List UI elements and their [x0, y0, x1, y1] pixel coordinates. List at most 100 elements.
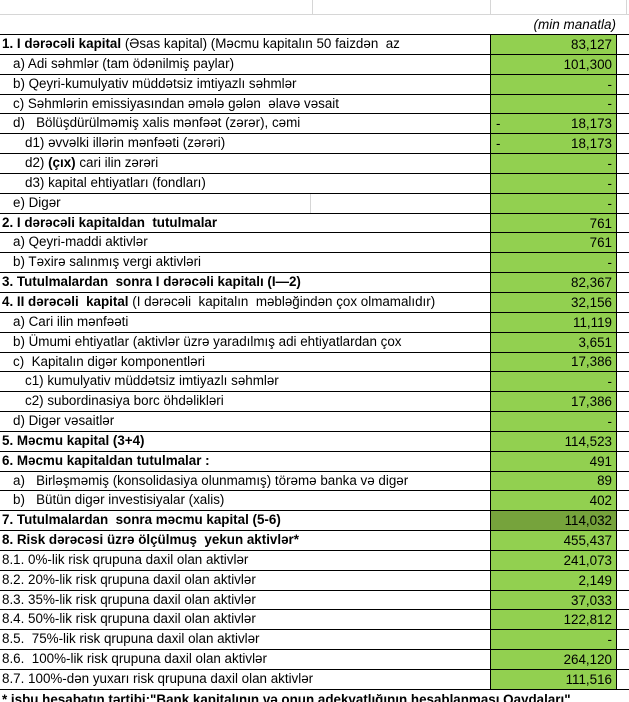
row-value-text: 17,386: [571, 394, 612, 410]
row-label-cell[interactable]: e) Digər: [0, 194, 490, 213]
row-value-cell[interactable]: -: [490, 154, 617, 173]
row-value-text: 122,812: [563, 612, 612, 628]
row-label-cell[interactable]: a) Qeyri-maddi aktivlər: [0, 233, 490, 252]
row-value-cell[interactable]: -: [490, 74, 617, 94]
row-label-cell[interactable]: d1) əvvəlki illərin mənfəəti (zərəri): [0, 134, 490, 153]
row-label-cell[interactable]: 8.3. 35%-lik risk qrupuna daxil olan akt…: [0, 591, 490, 610]
row-label-cell[interactable]: c) Kapitalın digər komponentləri: [0, 353, 490, 372]
row-value-cell[interactable]: - 18,173: [490, 114, 617, 134]
row-label-cell[interactable]: 8.7. 100%-dən yuxarı risk qrupuna daxil …: [0, 670, 490, 689]
row-label-text: d) Digər vəsaitlər: [13, 413, 115, 429]
right-margin: [617, 55, 629, 74]
row-value-cell[interactable]: 455,437: [490, 531, 617, 550]
row-value-cell[interactable]: 11,119: [490, 312, 617, 332]
row-value-cell[interactable]: 17,386: [490, 392, 617, 412]
row-label-text: 7. Tutulmalardan sonra məcmu kapital (5-…: [2, 512, 281, 528]
table-row: 8.2. 20%-lik risk qrupuna daxil olan akt…: [0, 570, 629, 591]
row-label-cell[interactable]: 6. Məcmu kapitaldan tutulmalar :: [0, 452, 490, 471]
row-value-cell[interactable]: -: [490, 253, 617, 273]
row-value-text: -: [607, 175, 612, 191]
table-row: d1) əvvəlki illərin mənfəəti (zərəri) - 18…: [0, 134, 629, 155]
row-label-cell[interactable]: d2) (çıx) cari ilin zərəri: [0, 154, 490, 173]
row-label-cell[interactable]: b) Bütün digər investisiyalar (xalis): [0, 491, 490, 510]
row-label-cell[interactable]: 8.1. 0%-lik risk qrupuna daxil olan akti…: [0, 551, 490, 570]
row-value-text: 241,073: [563, 552, 612, 568]
row-value-cell[interactable]: 32,156: [490, 292, 617, 312]
row-label-cell[interactable]: a) Birləşməmiş (konsolidasiya olunmamış)…: [0, 472, 490, 491]
row-value-cell[interactable]: 761: [490, 213, 617, 233]
row-label-cell[interactable]: 7. Tutulmalardan sonra məcmu kapital (5-…: [0, 511, 490, 530]
right-margin: [617, 531, 629, 550]
row-label-cell[interactable]: a) Adi səhmlər (tam ödənilmiş paylar): [0, 55, 490, 74]
row-value-text: 455,437: [563, 533, 612, 549]
row-label-cell[interactable]: b) Qeyri-kumulyativ müddətsiz imtiyazlı …: [0, 75, 490, 94]
spreadsheet-empty-row[interactable]: [0, 0, 629, 15]
row-value-cell[interactable]: 402: [490, 491, 617, 511]
row-value-cell[interactable]: 2,149: [490, 570, 617, 590]
row-value-text: 37,033: [571, 592, 612, 608]
row-label-cell[interactable]: c) Səhmlərin emissiyasından əmələ gələn …: [0, 95, 490, 114]
table-row: c) Kapitalın digər komponentləri 17,386: [0, 352, 629, 373]
row-label-text: 8.2. 20%-lik risk qrupuna daxil olan akt…: [2, 571, 256, 587]
row-value-cell[interactable]: 111,516: [490, 670, 617, 689]
row-label-text: 8. Risk dərəcəsi üzrə ölçülmuş yekun akt…: [2, 532, 299, 548]
row-label-cell[interactable]: 3. Tutulmalardan sonra I dərəcəli kapita…: [0, 273, 490, 292]
row-value-cell[interactable]: 114,523: [490, 431, 617, 451]
row-value-cell[interactable]: 89: [490, 471, 617, 491]
row-value-cell[interactable]: -: [490, 173, 617, 193]
row-value-cell[interactable]: 122,812: [490, 610, 617, 630]
table-row: b) Qeyri-kumulyativ müddətsiz imtiyazlı …: [0, 74, 629, 95]
row-value-cell[interactable]: 264,120: [490, 650, 617, 669]
right-margin: [617, 392, 629, 411]
row-value-cell[interactable]: 114,032: [490, 511, 617, 531]
row-value-cell[interactable]: 37,033: [490, 590, 617, 610]
row-value-cell[interactable]: 491: [490, 451, 617, 471]
row-label-text: 8.4. 50%-lik risk qrupuna daxil olan akt…: [2, 611, 256, 627]
table-row: b) Ümumi ehtiyatlar (aktivlər üzrə yarad…: [0, 332, 629, 353]
row-label-cell[interactable]: 8. Risk dərəcəsi üzrə ölçülmuş yekun akt…: [0, 531, 490, 550]
row-label-text: 8.3. 35%-lik risk qrupuna daxil olan akt…: [2, 591, 256, 607]
row-value-text: 83,127: [571, 36, 612, 52]
footnote: * işbu hesabatın tərtibi:"Bank kapitalın…: [2, 691, 571, 702]
right-margin: [617, 551, 629, 570]
row-label-cell[interactable]: 2. I dərəcəli kapitaldan tutulmalar: [0, 214, 490, 233]
row-value-cell[interactable]: 3,651: [490, 332, 617, 352]
row-label-cell[interactable]: d3) kapital ehtiyatları (fondları): [0, 174, 490, 193]
row-value-text: 82,367: [571, 275, 612, 291]
row-label-cell[interactable]: c2) subordinasiya borc öhdəlikləri: [0, 392, 490, 411]
row-label-cell[interactable]: d) Digər vəsaitlər: [0, 412, 490, 431]
row-value-cell[interactable]: 83,127: [490, 35, 617, 54]
row-label-cell[interactable]: b) Ümumi ehtiyatlar (aktivlər üzrə yarad…: [0, 333, 490, 352]
row-label-cell[interactable]: 5. Məcmu kapital (3+4): [0, 432, 490, 451]
row-value-cell[interactable]: 761: [490, 233, 617, 253]
row-value-cell[interactable]: -: [490, 94, 617, 114]
row-value-text: 17,386: [571, 354, 612, 370]
row-label-cell[interactable]: a) Cari ilin mənfəəti: [0, 313, 490, 332]
row-value-cell[interactable]: -: [490, 412, 617, 431]
row-value-cell[interactable]: 101,300: [490, 54, 617, 74]
row-label-cell[interactable]: 1. I dərəcəli kapital (Əsas kapital) (Mə…: [0, 35, 490, 54]
row-label-cell[interactable]: 8.5. 75%-lik risk qrupuna daxil olan akt…: [0, 630, 490, 649]
row-value-cell[interactable]: 82,367: [490, 273, 617, 292]
table-row: 8.7. 100%-dən yuxarı risk qrupuna daxil …: [0, 670, 629, 690]
right-margin: [617, 571, 629, 590]
row-label-cell[interactable]: 4. II dərəcəli kapital (I dərəcəli kapit…: [0, 293, 490, 312]
row-value-text: 32,156: [571, 294, 612, 310]
unit-note-row[interactable]: (min manatla): [0, 15, 629, 34]
row-label-cell[interactable]: 8.4. 50%-lik risk qrupuna daxil olan akt…: [0, 610, 490, 629]
row-value-cell[interactable]: -: [490, 372, 617, 392]
row-label-cell[interactable]: 8.2. 20%-lik risk qrupuna daxil olan akt…: [0, 571, 490, 590]
row-label-cell[interactable]: 8.6. 100%-lik risk qrupuna daxil olan ak…: [0, 650, 490, 669]
row-label-cell[interactable]: c1) kumulyativ müddətsiz imtiyazlı səhml…: [0, 372, 490, 391]
row-value-cell[interactable]: -: [490, 630, 617, 650]
row-value-cell[interactable]: -: [490, 193, 617, 213]
row-value-cell[interactable]: 241,073: [490, 550, 617, 570]
row-value-text: -: [607, 195, 612, 211]
table-row: 4. II dərəcəli kapital (I dərəcəli kapit…: [0, 292, 629, 313]
negative-sign: -: [496, 116, 501, 132]
row-label-cell[interactable]: b) Təxirə salınmış vergi aktivləri: [0, 253, 490, 272]
row-value-cell[interactable]: - 18,173: [490, 134, 617, 154]
unit-note: (min manatla): [533, 17, 616, 32]
row-label-cell[interactable]: d) Bölüşdürülməmiş xalis mənfəət (zərər)…: [0, 114, 490, 133]
row-value-cell[interactable]: 17,386: [490, 352, 617, 372]
